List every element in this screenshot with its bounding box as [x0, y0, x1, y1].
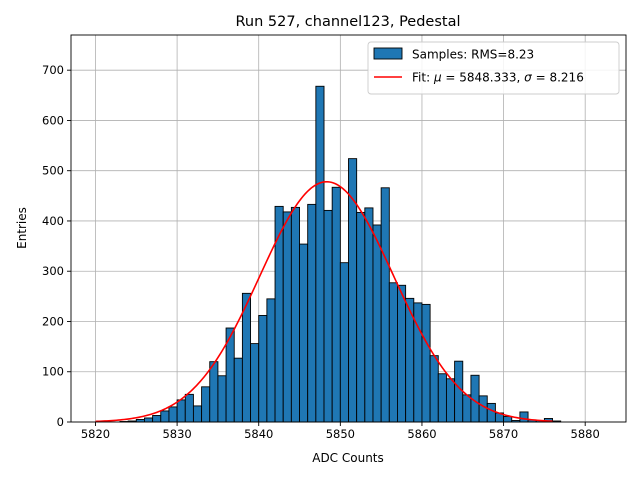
- histogram-bar: [266, 298, 276, 423]
- histogram-bar: [356, 211, 366, 423]
- histogram-bar: [421, 303, 431, 423]
- histogram-bar: [299, 243, 309, 423]
- legend-sigma-value: 8.216: [549, 71, 583, 85]
- histogram-bar: [445, 378, 456, 423]
- histogram-bar: [331, 186, 341, 423]
- legend: Samples: RMS=8.23 Fit: μ = 5848.333, σ =…: [367, 41, 620, 95]
- gaussian-fit-curve: [95, 180, 553, 423]
- y-tick-label: 300: [42, 264, 64, 278]
- histogram-bar: [454, 360, 464, 423]
- x-tick-label: 5880: [571, 427, 600, 441]
- y-tick-label: 0: [57, 415, 64, 429]
- y-tick-label: 100: [42, 365, 64, 379]
- y-tick-label: 200: [42, 314, 64, 328]
- legend-mu-symbol: μ: [433, 71, 442, 85]
- histogram-bar: [307, 203, 317, 423]
- histogram-bar: [233, 357, 243, 423]
- histogram-bar: [201, 386, 211, 423]
- legend-mu-value: 5848.333: [459, 71, 516, 85]
- histogram-bar: [462, 394, 472, 423]
- histogram-bar: [184, 393, 194, 423]
- histogram-bar: [258, 314, 268, 423]
- legend-box: [367, 41, 620, 95]
- histogram-bar: [478, 395, 488, 423]
- y-tick-label: 400: [42, 214, 64, 228]
- x-tick-label: 5840: [244, 427, 273, 441]
- x-axis-label: ADC Counts: [312, 451, 384, 465]
- plot-frame: [70, 34, 627, 423]
- histogram-bar: [192, 405, 203, 423]
- legend-fit-prefix: Fit:: [412, 71, 434, 85]
- histogram-bar: [274, 205, 284, 423]
- histogram-bar: [282, 211, 292, 423]
- histogram-bar: [429, 355, 439, 423]
- legend-histogram-swatch: [373, 47, 403, 60]
- y-tick-label: 600: [42, 113, 64, 127]
- histogram-bar: [152, 415, 162, 423]
- y-axis-ticks: 0 100 200 300 400 500 600 700: [42, 63, 71, 429]
- histogram-bar: [519, 411, 529, 423]
- x-tick-label: 5850: [326, 427, 355, 441]
- legend-sigma-symbol: σ: [524, 71, 532, 85]
- histogram-bar: [209, 361, 219, 423]
- histogram-bar: [486, 402, 496, 423]
- histogram-bar: [160, 410, 170, 423]
- histogram-bar: [364, 207, 374, 423]
- histogram-bar: [168, 406, 178, 423]
- y-axis-label: Entries: [15, 207, 29, 249]
- x-tick-label: 5860: [407, 427, 436, 441]
- histogram-bar: [176, 399, 186, 423]
- legend-histogram-label: Samples: RMS=8.23: [412, 48, 534, 62]
- legend-mu-equals: =: [442, 71, 460, 85]
- legend-sigma-equals: =: [532, 71, 550, 85]
- x-axis-ticks: 5820 5830 5840 5850 5860 5870 5880: [81, 422, 600, 441]
- histogram-bar: [323, 209, 333, 423]
- histogram-bar: [503, 416, 513, 423]
- histogram-bar: [290, 206, 300, 423]
- histogram-bar: [397, 284, 407, 423]
- histogram-bar: [217, 375, 227, 423]
- x-tick-label: 5820: [81, 427, 110, 441]
- legend-fit-label: Fit: μ = 5848.333, σ = 8.216: [412, 71, 584, 85]
- histogram-bar: [380, 187, 390, 423]
- chart-title: Run 527, channel123, Pedestal: [235, 14, 460, 30]
- y-tick-label: 700: [42, 63, 64, 77]
- x-tick-label: 5830: [162, 427, 191, 441]
- x-tick-label: 5870: [489, 427, 518, 441]
- histogram-bar: [241, 292, 252, 423]
- histogram-bar: [144, 417, 154, 423]
- histogram-bar: [315, 85, 325, 423]
- histogram-bar: [250, 343, 260, 423]
- histogram-bar: [372, 224, 382, 423]
- y-tick-label: 500: [42, 164, 64, 178]
- legend-separator: ,: [517, 71, 525, 85]
- histogram-bar: [437, 373, 447, 423]
- histogram-bar: [388, 282, 398, 423]
- histogram-bars: [119, 85, 562, 423]
- histogram-bar: [339, 262, 349, 423]
